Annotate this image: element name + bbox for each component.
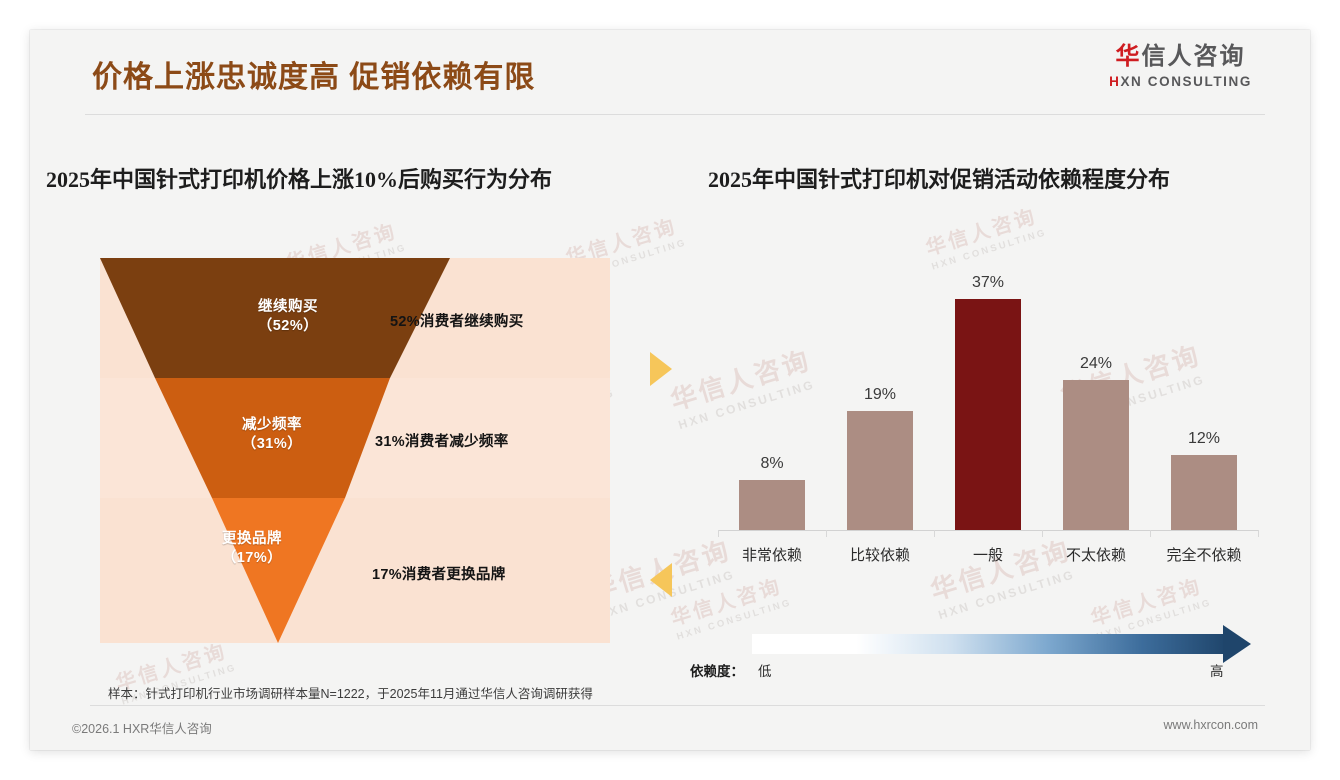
- bar-category-0: 非常依赖: [741, 547, 802, 564]
- dependency-scale: 依赖度： 低 高: [690, 625, 1270, 684]
- funnel-label-0: 继续购买 （52%）: [257, 299, 319, 334]
- funnel-label-1: 减少频率 （31%）: [241, 417, 303, 452]
- bar-rect-4: [1171, 455, 1237, 530]
- logo-en-highlight: H: [1109, 74, 1121, 90]
- bar-column-1: 19%: [826, 386, 934, 530]
- footer-divider: [90, 705, 1265, 706]
- axis-tick: [718, 530, 719, 537]
- bar-category-4: 完全不依赖: [1166, 547, 1242, 564]
- bar-axis-line: [718, 530, 1258, 531]
- logo-chinese-name: 华信人咨询: [1109, 43, 1252, 70]
- arrow-left-icon: [650, 563, 672, 597]
- axis-tick: [1150, 530, 1151, 537]
- funnel-segment-0: [100, 258, 450, 378]
- right-chart-title: 2025年中国针式打印机对促销活动依赖程度分布: [708, 167, 1171, 192]
- bar-rect-2: [955, 299, 1021, 530]
- logo-english-name: HXN CONSULTING: [1109, 74, 1252, 89]
- bar-value-4: 12%: [1187, 430, 1221, 447]
- axis-tick: [826, 530, 827, 537]
- axis-tick: [1258, 530, 1259, 537]
- bar-value-3: 24%: [1079, 355, 1113, 372]
- bar-value-1: 19%: [863, 386, 897, 403]
- slide-header: 价格上涨忠诚度高 促销依赖有限 华信人咨询 HXN CONSULTING: [30, 30, 1310, 112]
- company-logo: 华信人咨询 HXN CONSULTING: [1109, 43, 1252, 89]
- scale-label: 依赖度：: [690, 664, 744, 679]
- funnel-note-1: 31%消费者减少频率: [375, 434, 509, 450]
- bar-rect-0: [739, 480, 805, 530]
- title-divider: [85, 114, 1265, 115]
- scale-high-label: 高: [1210, 664, 1224, 679]
- left-chart-title: 2025年中国针式打印机价格上涨10%后购买行为分布: [46, 167, 553, 192]
- funnel-chart: 继续购买 （52%） 减少频率 （31%） 更换品牌 （17%） 52%消费者继…: [100, 258, 610, 643]
- page-title: 价格上涨忠诚度高 促销依赖有限: [92, 61, 536, 94]
- axis-tick: [1042, 530, 1043, 537]
- bar-value-0: 8%: [760, 455, 784, 472]
- scale-arrow-icon: [1223, 625, 1251, 663]
- funnel-note-2: 17%消费者更换品牌: [372, 567, 506, 583]
- bar-column-0: 8%: [718, 455, 826, 530]
- scale-low-label: 低: [758, 664, 772, 679]
- axis-tick: [934, 530, 935, 537]
- website-url[interactable]: www.hxrcon.com: [1163, 718, 1258, 732]
- funnel-shape: [100, 258, 450, 643]
- bar-category-2: 一般: [972, 547, 1003, 564]
- sample-footnote: 样本：针式打印机行业市场调研样本量N=1222，于2025年11月通过华信人咨询…: [108, 687, 593, 701]
- logo-en-rest: XN CONSULTING: [1120, 74, 1252, 90]
- scale-gradient-bar: [752, 634, 1227, 654]
- bar-chart: 8% 19% 37% 24% 12%: [690, 274, 1270, 580]
- bar-rect-1: [847, 411, 913, 530]
- funnel-segment-1: [155, 378, 390, 498]
- bar-column-2: 37%: [934, 274, 1042, 530]
- bar-category-3: 不太依赖: [1065, 547, 1126, 564]
- funnel-label-2: 更换品牌 （17%）: [221, 531, 283, 566]
- funnel-band-2: [100, 498, 610, 643]
- arrow-right-icon: [650, 352, 672, 386]
- funnel-segment-2: [212, 498, 345, 643]
- bar-plot-area: 8% 19% 37% 24% 12%: [718, 274, 1258, 530]
- logo-cn-highlight: 华: [1115, 43, 1142, 70]
- logo-cn-rest: 信人咨询: [1141, 43, 1246, 70]
- bar-column-3: 24%: [1042, 355, 1150, 530]
- bar-value-2: 37%: [971, 274, 1005, 291]
- bar-column-4: 12%: [1150, 430, 1258, 530]
- funnel-note-0: 52%消费者继续购买: [390, 314, 524, 330]
- bar-rect-3: [1063, 380, 1129, 530]
- copyright-text: ©2026.1 HXR华信人咨询: [72, 722, 212, 736]
- bar-category-1: 比较依赖: [849, 547, 910, 564]
